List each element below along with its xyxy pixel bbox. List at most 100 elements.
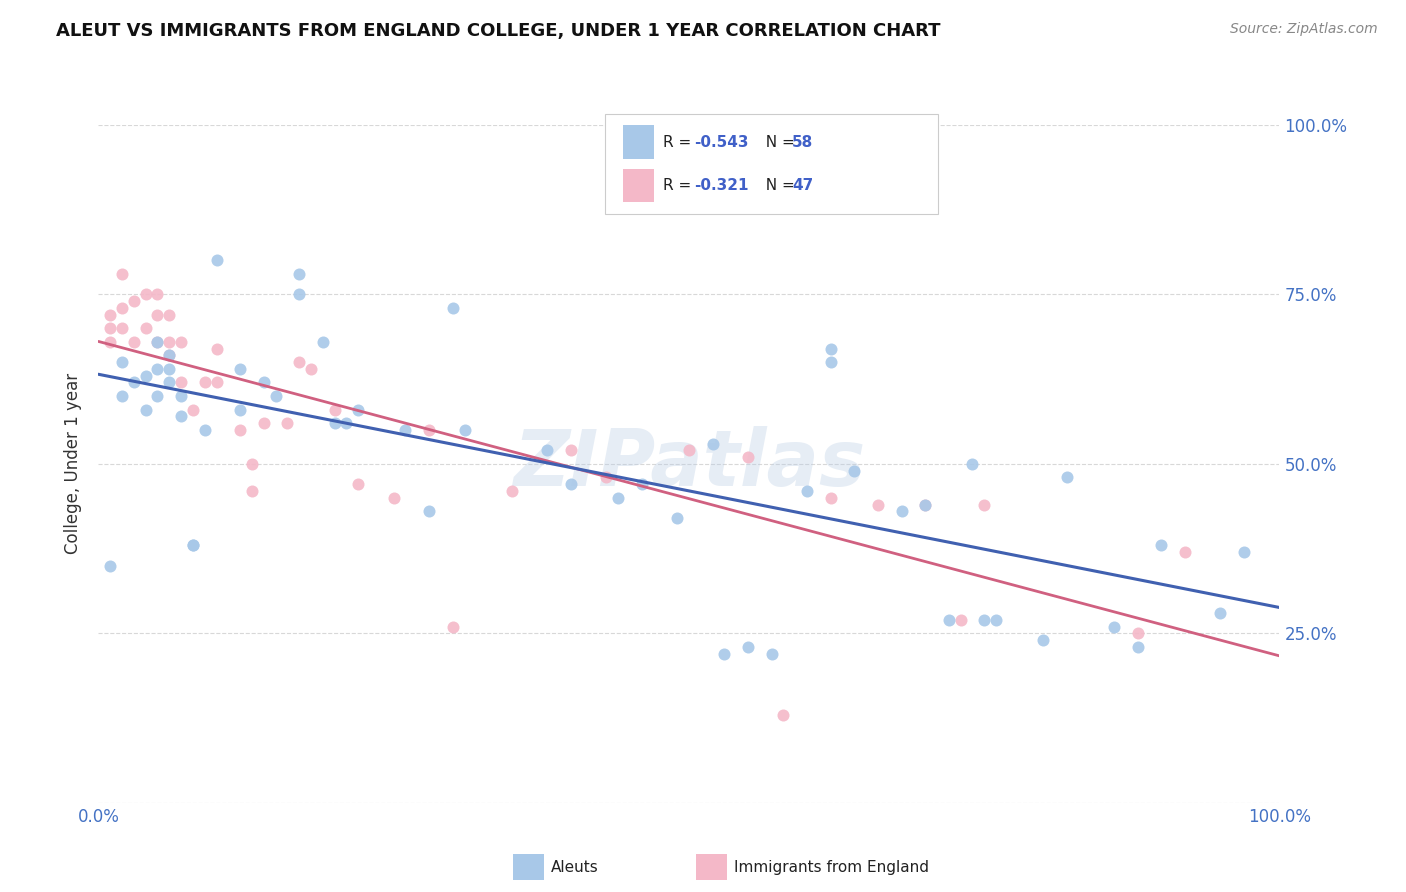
Point: [323, 416, 346, 430]
Point: [111, 355, 134, 369]
Point: [938, 613, 960, 627]
Point: [737, 450, 759, 464]
Point: [288, 355, 311, 369]
Point: [111, 267, 134, 281]
Point: [146, 362, 169, 376]
Point: [501, 483, 523, 498]
Point: [666, 511, 689, 525]
Point: [157, 334, 180, 349]
Point: [229, 423, 252, 437]
Point: [713, 647, 735, 661]
Point: [98, 321, 121, 335]
Text: R =: R =: [662, 178, 696, 193]
Point: [146, 287, 169, 301]
Point: [122, 334, 145, 349]
Point: [135, 368, 157, 383]
Point: [418, 504, 440, 518]
Point: [181, 402, 204, 417]
Point: [135, 321, 157, 335]
Point: [962, 457, 984, 471]
Point: [560, 477, 582, 491]
Point: [382, 491, 405, 505]
Point: [276, 416, 298, 430]
Text: 47: 47: [792, 178, 814, 193]
Text: -0.321: -0.321: [693, 178, 748, 193]
Point: [796, 483, 818, 498]
Text: ALEUT VS IMMIGRANTS FROM ENGLAND COLLEGE, UNDER 1 YEAR CORRELATION CHART: ALEUT VS IMMIGRANTS FROM ENGLAND COLLEGE…: [56, 22, 941, 40]
Point: [98, 334, 121, 349]
Point: [820, 342, 842, 356]
Point: [205, 253, 228, 268]
Text: Immigrants from England: Immigrants from England: [734, 861, 929, 875]
Point: [312, 334, 335, 349]
Point: [229, 362, 252, 376]
Point: [135, 402, 157, 417]
Point: [844, 464, 866, 478]
Point: [157, 308, 180, 322]
Point: [122, 376, 145, 390]
Point: [111, 301, 134, 315]
Text: Source: ZipAtlas.com: Source: ZipAtlas.com: [1230, 22, 1378, 37]
Point: [1126, 626, 1149, 640]
Point: [135, 287, 157, 301]
Text: R =: R =: [662, 135, 696, 150]
Point: [205, 342, 228, 356]
Point: [1174, 545, 1197, 559]
Point: [560, 443, 582, 458]
Point: [229, 402, 252, 417]
Point: [595, 470, 617, 484]
Point: [288, 267, 311, 281]
Point: [264, 389, 287, 403]
Point: [761, 647, 783, 661]
Point: [607, 491, 630, 505]
Text: ZIPatlas: ZIPatlas: [513, 425, 865, 502]
Text: N =: N =: [755, 135, 799, 150]
Point: [1150, 538, 1173, 552]
Point: [122, 294, 145, 309]
Point: [170, 376, 193, 390]
Point: [98, 308, 121, 322]
Point: [702, 436, 724, 450]
Point: [973, 613, 995, 627]
Point: [181, 538, 204, 552]
Point: [914, 498, 936, 512]
Point: [194, 376, 217, 390]
Text: N =: N =: [755, 178, 799, 193]
Point: [630, 477, 652, 491]
Point: [984, 613, 1007, 627]
Point: [347, 477, 370, 491]
Point: [157, 348, 180, 362]
Point: [394, 423, 416, 437]
Point: [157, 376, 180, 390]
Text: -0.543: -0.543: [693, 135, 748, 150]
Point: [111, 389, 134, 403]
Point: [453, 423, 475, 437]
Point: [299, 362, 322, 376]
Point: [170, 389, 193, 403]
Point: [536, 443, 558, 458]
Point: [678, 443, 700, 458]
Point: [253, 376, 276, 390]
Point: [1209, 606, 1232, 620]
Point: [146, 334, 169, 349]
Point: [737, 640, 759, 654]
Point: [146, 389, 169, 403]
Point: [347, 402, 370, 417]
Point: [1102, 619, 1125, 633]
Point: [146, 308, 169, 322]
Point: [890, 504, 912, 518]
Point: [1126, 640, 1149, 654]
Point: [949, 613, 972, 627]
Point: [1233, 545, 1256, 559]
Text: Aleuts: Aleuts: [551, 861, 599, 875]
Point: [323, 402, 346, 417]
Point: [772, 707, 794, 722]
Point: [157, 348, 180, 362]
Point: [146, 334, 169, 349]
Point: [240, 483, 263, 498]
Point: [181, 538, 204, 552]
Point: [418, 423, 440, 437]
Point: [253, 416, 276, 430]
Point: [820, 355, 842, 369]
Point: [973, 498, 995, 512]
